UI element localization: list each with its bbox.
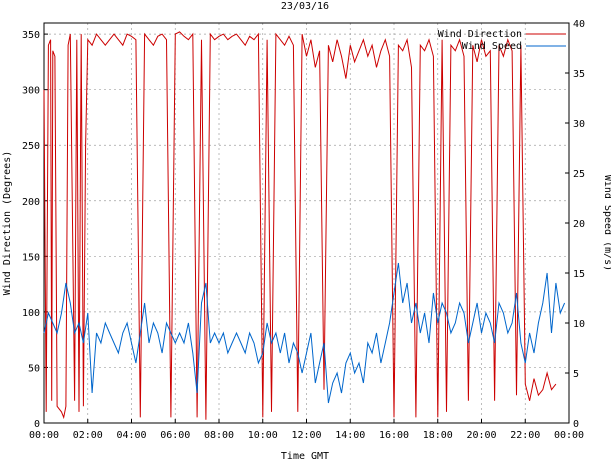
- y-right-tick-label: 15: [573, 269, 585, 280]
- y-left-tick-label: 250: [22, 141, 40, 152]
- x-tick-label: 00:00: [554, 430, 584, 441]
- y-left-tick-label: 100: [22, 308, 40, 319]
- y-left-tick-label: 200: [22, 197, 40, 208]
- x-tick-label: 20:00: [466, 430, 496, 441]
- y-left-tick-label: 300: [22, 86, 40, 97]
- legend-label-direction: Wind Direction: [438, 29, 522, 40]
- gridlines: [44, 23, 569, 423]
- x-tick-label: 16:00: [379, 430, 409, 441]
- y-right-tick-label: 5: [573, 369, 579, 380]
- y-axis-left-label: Wind Direction (Degrees): [2, 151, 13, 296]
- y-left-tick-label: 0: [34, 419, 40, 430]
- y-right-tick-label: 25: [573, 169, 585, 180]
- y-left-tick-label: 150: [22, 252, 40, 263]
- y-right-tick-label: 30: [573, 119, 585, 130]
- y-right-tick-label: 10: [573, 319, 585, 330]
- x-tick-label: 10:00: [248, 430, 278, 441]
- y-left-tick-label: 350: [22, 30, 40, 41]
- x-tick-label: 04:00: [116, 430, 146, 441]
- x-tick-label: 22:00: [510, 430, 540, 441]
- x-tick-label: 14:00: [335, 430, 365, 441]
- x-tick-label: 12:00: [291, 430, 321, 441]
- x-tick-label: 02:00: [73, 430, 103, 441]
- y-right-tick-label: 0: [573, 419, 579, 430]
- y-left-tick-label: 50: [28, 363, 40, 374]
- y-right-tick-label: 35: [573, 69, 585, 80]
- chart-title: 23/03/16: [281, 1, 329, 12]
- y-right-tick-label: 40: [573, 19, 585, 30]
- ticks: 00:00 02:00 04:00 06:00 08:00 10:00 12:00 14:00…: [22, 19, 585, 441]
- x-tick-label: 18:00: [423, 430, 453, 441]
- x-tick-label: 06:00: [160, 430, 190, 441]
- legend: Wind Direction Wind Speed: [438, 29, 566, 52]
- x-tick-label: 00:00: [29, 430, 59, 441]
- y-right-tick-label: 20: [573, 219, 585, 230]
- x-axis-label: Time GMT: [281, 451, 329, 459]
- data-series: [43, 31, 566, 420]
- legend-label-speed: Wind Speed: [462, 41, 522, 52]
- x-tick-label: 08:00: [204, 430, 234, 441]
- series-line-wind-direction: [43, 31, 557, 420]
- series-line-wind-speed: [43, 262, 566, 404]
- y-axis-right-label: Wind Speed (m/s): [602, 175, 611, 271]
